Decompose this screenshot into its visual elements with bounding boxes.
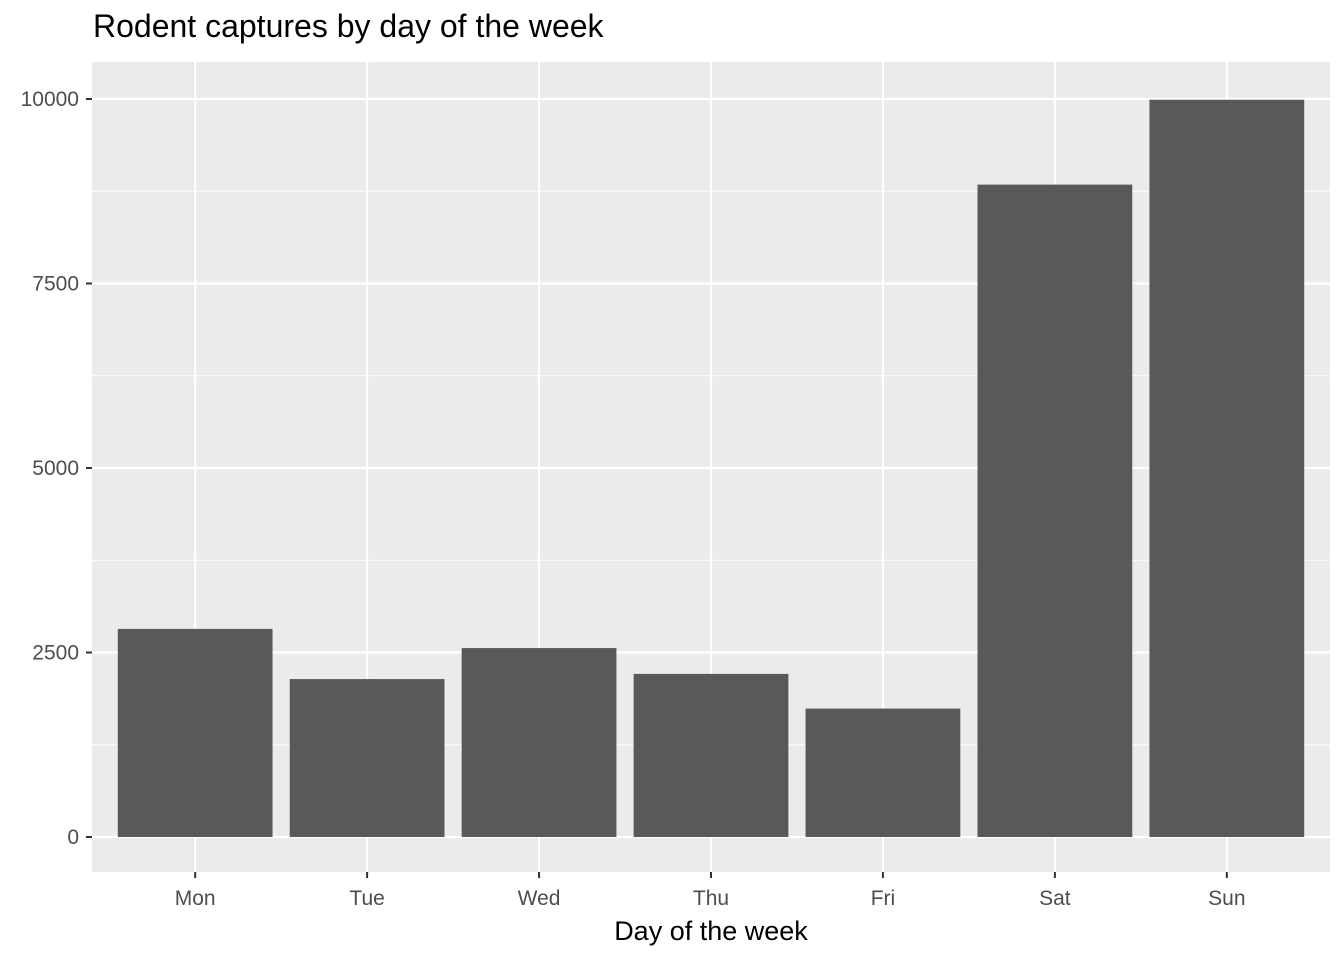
y-tick-label: 2500 bbox=[32, 642, 79, 665]
x-tick-label: Thu bbox=[693, 887, 729, 910]
x-tick-label: Fri bbox=[871, 887, 896, 910]
y-tick-label: 10000 bbox=[21, 88, 79, 111]
bar-wed bbox=[461, 648, 617, 837]
x-tick-label: Sun bbox=[1208, 887, 1245, 910]
x-axis-title: Day of the week bbox=[614, 916, 808, 946]
bar-mon bbox=[117, 628, 273, 837]
y-tick-label: 7500 bbox=[32, 273, 79, 296]
bar-sun bbox=[1149, 99, 1305, 838]
y-tick-label: 0 bbox=[67, 826, 79, 849]
y-tick-label: 5000 bbox=[32, 457, 79, 480]
x-tick-label: Sat bbox=[1039, 887, 1071, 910]
x-tick-label: Mon bbox=[175, 887, 216, 910]
bar-tue bbox=[289, 679, 445, 837]
x-tick-label: Wed bbox=[518, 887, 561, 910]
bar-fri bbox=[805, 708, 961, 837]
bar-thu bbox=[633, 673, 789, 837]
bar-sat bbox=[977, 184, 1133, 837]
chart-title: Rodent captures by day of the week bbox=[93, 8, 604, 44]
x-tick-label: Tue bbox=[349, 887, 384, 910]
